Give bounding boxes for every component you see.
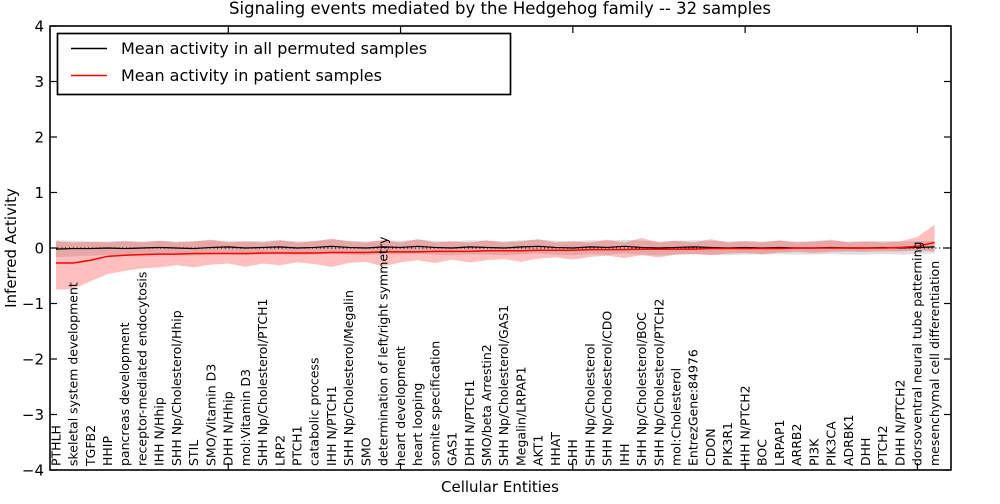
x-category-label: BOC [755,439,770,466]
x-category-label: SMO/beta Arrestin2 [479,344,494,466]
mean-line-patient [56,241,935,264]
x-category-label: mol:Cholesterol [669,368,684,466]
x-category-label: PTHLH [48,425,63,466]
x-category-label: HHAT [548,432,563,466]
x-category-label: heart development [393,346,408,466]
x-category-label: SHH Np/Cholesterol/Hhip [169,310,184,466]
x-category-label: IHH N/PTCH2 [737,385,752,466]
x-category-label: PIK3R1 [720,422,735,466]
x-category-label: mol:Vitamin D3 [238,369,253,466]
y-tick-label: 2 [34,129,44,147]
x-category-label: dorsoventral neural tube patterning [910,242,925,467]
x-category-label: Megalin/LRPAP1 [513,366,528,466]
x-category-label: HHIP [100,436,115,466]
legend-box [56,32,512,96]
x-category-label: IHH [617,444,632,467]
x-category-label: GAS1 [445,432,460,466]
y-tick-label: −4 [22,462,44,480]
x-category-label: DHH N/Hhip [221,391,236,466]
x-category-label: pancreas development [117,322,132,466]
x-category-label: PIK3CA [824,421,839,466]
x-category-label: LRP2 [272,435,287,466]
y-tick-label: 1 [34,184,44,202]
x-category-label: catabolic process [307,357,322,466]
x-category-label: SMO [358,437,373,466]
y-tick-label: −3 [22,406,44,424]
x-category-label: SHH Np/Cholesterol/PTCH2 [651,299,666,467]
x-category-label: SHH [565,439,580,466]
confidence-bands [56,224,935,290]
x-axis-label: Cellular Entities [441,478,559,496]
y-tick-label: 4 [34,18,44,36]
x-category-labels: PTHLH skeletal system development TGFB2 HHI… [48,236,942,467]
x-category-label: ADRBK1 [841,414,856,466]
axes-frame: 4 3 2 1 0 −1 −2 −3 −4 [22,18,952,480]
x-category-label: PTCH2 [875,425,890,466]
legend-label-permuted: Mean activity in all permuted samples [121,39,427,58]
x-category-label: determination of left/right symmetry [376,236,391,466]
x-category-label: SHH Np/Cholesterol/CDO [600,311,615,466]
x-category-label: IHH N/Hhip [152,397,167,466]
x-category-label: DHH N/PTCH1 [462,380,477,466]
y-tick-label: −2 [22,351,44,369]
x-category-label: SHH Np/Cholesterol/Megalin [341,290,356,466]
x-category-label: IHH N/PTCH1 [324,385,339,466]
x-category-label: SHH Np/Cholesterol [582,343,597,466]
x-category-label: STIL [186,440,201,466]
y-tick-label: 3 [34,73,44,91]
x-category-label: PI3K [806,438,821,466]
plot-frame [49,25,952,471]
x-category-label: AKT1 [531,435,546,466]
y-tick-label: 0 [34,240,44,258]
x-category-label: SMO/Vitamin D3 [203,364,218,466]
x-category-label: TGFB2 [83,425,98,467]
x-category-label: SHH Np/Cholesterol/BOC [634,312,649,466]
x-category-label: skeletal system development [66,282,81,466]
y-axis-label: Inferred Activity [2,188,20,308]
x-category-label: SHH Np/Cholesterol/PTCH1 [255,299,270,467]
x-category-label: EntrezGene:84976 [686,349,701,466]
chart-title: Signaling events mediated by the Hedgeho… [229,0,771,18]
x-category-label: CDON [703,428,718,466]
x-category-label: somite specification [427,341,442,466]
x-category-label: LRPAP1 [772,420,787,466]
x-category-label: mesenchymal cell differentiation [927,261,942,466]
mean-lines [50,241,951,264]
x-category-label: DHH N/PTCH2 [892,380,907,466]
legend-label-patient: Mean activity in patient samples [121,66,382,85]
x-category-label: heart looping [410,383,425,466]
band-patient [56,224,935,290]
x-category-label: receptor-mediated endocytosis [134,272,149,466]
x-category-label: ARRB2 [789,424,804,466]
x-category-label: DHH [858,438,873,466]
x-category-label: SHH Np/Cholesterol/GAS1 [496,305,511,466]
x-category-label: PTCH1 [290,425,305,466]
legend: Mean activity in all permuted samples Me… [56,32,512,96]
y-tick-label: −1 [22,295,44,313]
